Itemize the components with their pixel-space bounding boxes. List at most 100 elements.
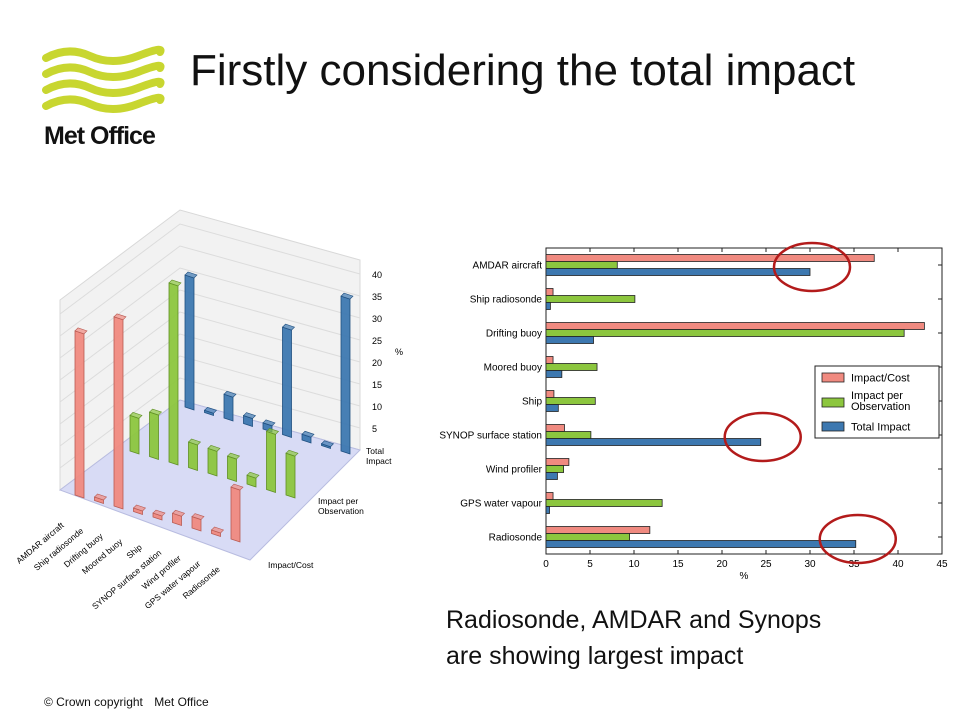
z-tick-label: 30 [372, 314, 382, 324]
x-tick-label: 10 [628, 559, 640, 570]
legend-swatch [821, 421, 845, 432]
caption-line-2: are showing largest impact [446, 642, 744, 670]
bar-total-impact [545, 370, 563, 378]
footer: © Crown copyright Met Office [44, 695, 209, 709]
bar3d-impact-cost [74, 330, 85, 499]
z-tick-label: 35 [372, 292, 382, 302]
bar-impact-per-observation [545, 363, 598, 371]
bar-impact-cost [545, 254, 875, 262]
bar-impact-per-observation [545, 397, 596, 405]
x-tick-label: 30 [804, 559, 816, 570]
z-tick-label: 5 [372, 424, 377, 434]
bar3d-top [74, 327, 88, 335]
bar3d-top [285, 449, 299, 457]
bar-impact-cost [545, 322, 925, 330]
bar-impact-per-observation [545, 533, 630, 541]
x-tick-label: 0 [543, 559, 549, 570]
bar3d-top [242, 412, 257, 419]
legend-swatch [821, 372, 845, 383]
legend-label: Impact per [851, 390, 903, 402]
category-label: Radiosonde [489, 533, 543, 544]
highlight-circles [723, 241, 898, 565]
bar-impact-cost [545, 390, 555, 398]
category-label: SYNOP surface station [439, 431, 542, 442]
highlight-circle [818, 513, 898, 565]
legend-label: Observation [851, 401, 910, 413]
bar-impact-per-observation [545, 261, 618, 269]
bar3d-top [210, 526, 225, 534]
category-label: Drifting buoy [486, 329, 542, 340]
z-tick-label: 20 [372, 358, 382, 368]
bar3d-impact-per-observation [266, 430, 276, 494]
series-axis-label: Impact/Cost [268, 560, 314, 570]
bar3d-top [168, 279, 182, 287]
z-axis-label: % [395, 347, 403, 357]
series-axis-label: Observation [318, 506, 364, 516]
bar3d-total-impact [223, 393, 234, 422]
footer-org: Met Office [154, 695, 209, 709]
x-tick-label: 25 [760, 559, 772, 570]
x-tick-label: 45 [936, 559, 948, 570]
bar-impact-per-observation [545, 465, 565, 473]
category-label: GPS water vapour [460, 499, 542, 510]
bar3d-top [152, 509, 166, 517]
bar3d-top [113, 313, 127, 321]
highlight-circle [723, 411, 802, 463]
logo-wordmark: Met Office [44, 122, 156, 150]
bar3d-top [301, 430, 315, 438]
copyright-text: © Crown copyright [44, 695, 143, 709]
bar-total-impact [545, 540, 857, 548]
x-tick-label: 40 [892, 559, 904, 570]
bar3d-top [148, 408, 163, 416]
bar3d-top [230, 483, 244, 491]
category-label: AMDAR aircraft [473, 261, 543, 272]
category-label: Wind profiler [486, 465, 543, 476]
page-title: Firstly considering the total impact [190, 46, 856, 95]
bar3d-impact-per-observation [285, 452, 296, 499]
bar3d-impact-cost [113, 316, 124, 510]
bar-total-impact [545, 268, 811, 276]
bar-total-impact [545, 472, 558, 480]
x-tick-label: 20 [716, 559, 728, 570]
bar-impact-per-observation [545, 499, 663, 507]
z-tick-label: 10 [372, 402, 382, 412]
bar3d-total-impact [282, 326, 292, 439]
bar3d-total-impact [340, 295, 351, 455]
bar3d-top [320, 440, 335, 448]
caption-line-1: Radiosonde, AMDAR and Synops [446, 606, 822, 634]
bar3d-top [184, 271, 198, 279]
legend-swatch [821, 397, 845, 408]
bar3d-impact-cost [230, 486, 241, 543]
bar3d-top [226, 452, 241, 460]
bar-total-impact [545, 506, 550, 514]
category-label: Ship [522, 397, 542, 408]
bar3d-top [132, 504, 147, 512]
bar3d-top [187, 438, 202, 446]
x-tick-label: 35 [848, 559, 860, 570]
bar-impact-cost [545, 288, 554, 296]
bar3d-top [340, 292, 354, 300]
caption: Radiosonde, AMDAR and Synops are showing… [446, 602, 821, 674]
bar3d-total-impact [184, 274, 195, 411]
bar3d-impact-per-observation [188, 441, 198, 472]
bar-impact-cost [545, 492, 554, 500]
grid-3d: 5 10 15 20 25 30 35 40% [59, 223, 403, 469]
z-gridline [59, 289, 361, 381]
bar3d-top [246, 471, 260, 479]
chart-horizontal-bar: 0 5 10 15 20 25 30 35 40 45% AMDAR aircraft Ship r… [439, 241, 948, 582]
bar-impact-cost [545, 356, 554, 364]
bar3d-impact-per-observation [149, 411, 159, 461]
bar3d-top [281, 323, 296, 331]
bar3d-impact-per-observation [168, 282, 179, 466]
bar3d-top [265, 428, 280, 435]
bar-impact-per-observation [545, 295, 636, 303]
z-tick-label: 15 [372, 380, 382, 390]
category-label: Moored buoy [484, 363, 542, 374]
bar3d-impact-per-observation [207, 447, 218, 477]
categories-2d: AMDAR aircraft Ship radiosonde Drifting bu… [439, 261, 542, 544]
bars-3d [74, 271, 354, 543]
bar3d-top [203, 406, 218, 414]
bar-impact-per-observation [545, 431, 592, 439]
